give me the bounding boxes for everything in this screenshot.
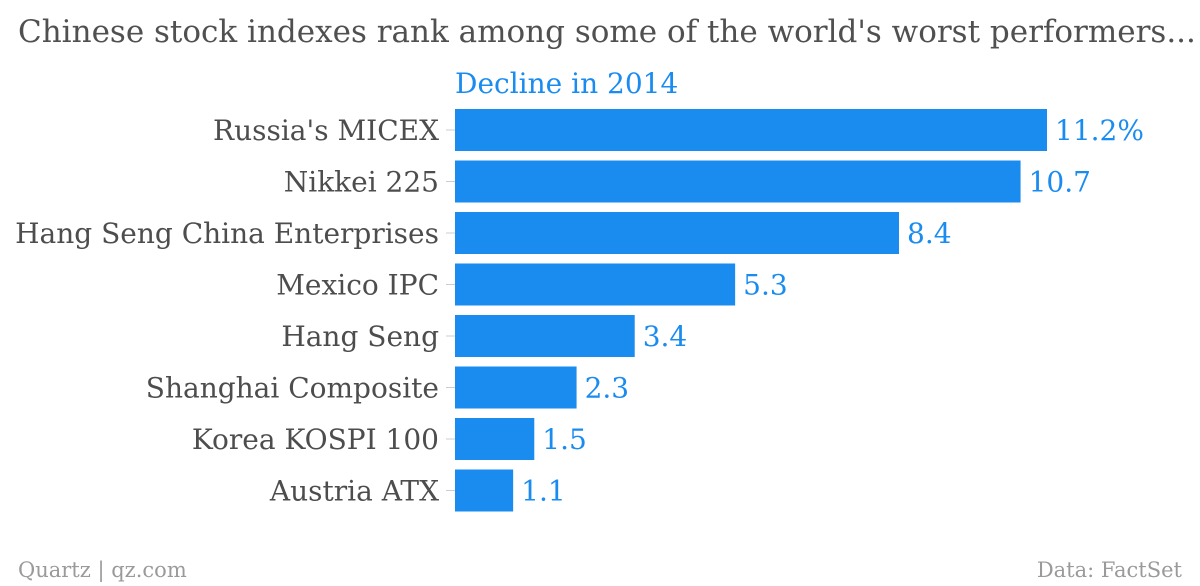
bar: [455, 418, 535, 460]
value-label: 1.1: [521, 475, 566, 508]
bar: [455, 315, 635, 357]
value-label: 2.3: [585, 372, 630, 405]
category-label: Hang Seng: [281, 320, 439, 353]
value-label: 3.4: [643, 320, 688, 353]
source-text: Data: FactSet: [1036, 558, 1182, 582]
chart-title: Chinese stock indexes rank among some of…: [18, 14, 1196, 50]
credit-text: Quartz | qz.com: [18, 558, 187, 582]
series-label: Decline in 2014: [455, 67, 678, 100]
bar: [455, 366, 577, 409]
category-label: Mexico IPC: [276, 269, 439, 302]
bar: [455, 469, 514, 512]
category-label: Austria ATX: [269, 475, 439, 508]
bar: [455, 212, 899, 254]
category-label: Russia's MICEX: [213, 114, 439, 147]
category-label: Shanghai Composite: [146, 372, 439, 405]
bars-group: Russia's MICEX 11.2% Nikkei 225 10.7 Hang Se…: [15, 109, 1144, 512]
bar: [455, 263, 736, 306]
value-label: 1.5: [542, 423, 587, 456]
value-label: 8.4: [907, 217, 952, 250]
bar: [455, 160, 1021, 203]
value-label: 10.7: [1029, 166, 1091, 199]
category-label: Korea KOSPI 100: [192, 423, 439, 456]
category-label: Hang Seng China Enterprises: [15, 217, 439, 250]
value-label: 5.3: [743, 269, 788, 302]
value-label: 11.2%: [1055, 114, 1144, 147]
category-label: Nikkei 225: [284, 166, 439, 199]
bar: [455, 109, 1047, 151]
